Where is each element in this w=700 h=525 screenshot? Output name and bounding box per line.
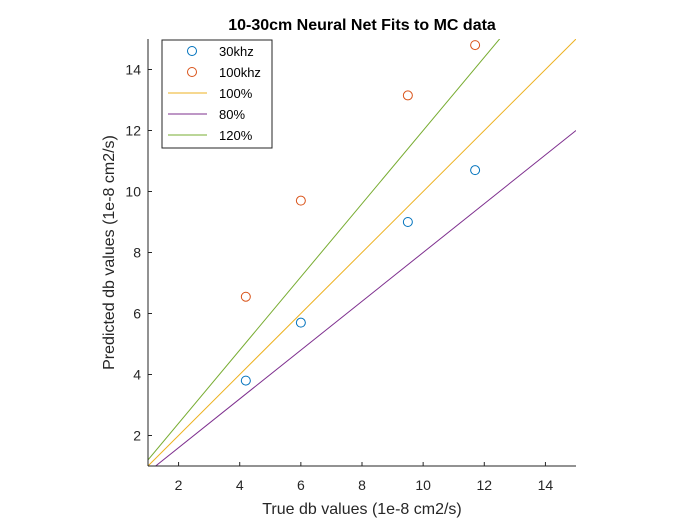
y-tick-label: 14: [125, 62, 141, 78]
data-point-30khz: [470, 165, 481, 176]
reference-line-100pct: [148, 39, 576, 466]
legend-label: 120%: [219, 128, 253, 143]
x-axis-label: True db values (1e-8 cm2/s): [262, 501, 461, 518]
data-point-30khz: [402, 217, 413, 227]
data-point-100khz: [470, 40, 481, 51]
legend-label: 100%: [219, 86, 253, 101]
y-tick-label: 8: [133, 245, 141, 261]
legend-label: 80%: [219, 107, 245, 122]
x-tick-label: 4: [236, 477, 244, 493]
chart-title: 10-30cm Neural Net Fits to MC data: [228, 17, 496, 34]
y-tick-label: 6: [133, 306, 141, 322]
data-point-100khz: [240, 291, 251, 302]
legend-box: [161, 39, 273, 149]
x-tick-label: 8: [358, 477, 366, 493]
y-axis-label: Predicted db values (1e-8 cm2/s): [101, 135, 118, 370]
legend-item: 30khz: [187, 44, 254, 59]
y-tick-label: 2: [133, 428, 141, 444]
legend: 30khz 100khz 100% 80% 120%: [161, 39, 273, 149]
legend-marker: [187, 67, 197, 77]
x-tick-label: 12: [476, 477, 492, 493]
x-tick-label: 14: [538, 477, 554, 493]
data-points: [240, 40, 481, 386]
y-axis-ticks: 2 4 6 8 10 12 14: [125, 62, 152, 444]
legend-item: 100khz: [187, 65, 261, 80]
x-tick-label: 2: [175, 477, 183, 493]
x-tick-label: 6: [297, 477, 305, 493]
data-point-30khz: [295, 317, 306, 328]
legend-item: 80%: [168, 107, 245, 122]
y-tick-label: 4: [133, 367, 141, 383]
reference-line-120pct: [148, 39, 501, 461]
legend-label: 100khz: [219, 65, 261, 80]
y-tick-label: 12: [125, 123, 141, 139]
data-point-100khz: [295, 195, 306, 206]
legend-item: 120%: [168, 128, 253, 143]
legend-item: 100%: [168, 86, 253, 101]
legend-label: 30khz: [219, 44, 254, 59]
y-tick-label: 10: [125, 184, 141, 200]
x-axis-ticks: 2 4 6 8 10 12 14: [175, 462, 554, 493]
data-point-100khz: [402, 90, 413, 101]
reference-lines: [148, 39, 576, 466]
data-point-30khz: [240, 375, 251, 386]
legend-marker: [187, 46, 197, 56]
x-tick-label: 10: [415, 477, 431, 493]
reference-line-80pct: [154, 130, 576, 466]
